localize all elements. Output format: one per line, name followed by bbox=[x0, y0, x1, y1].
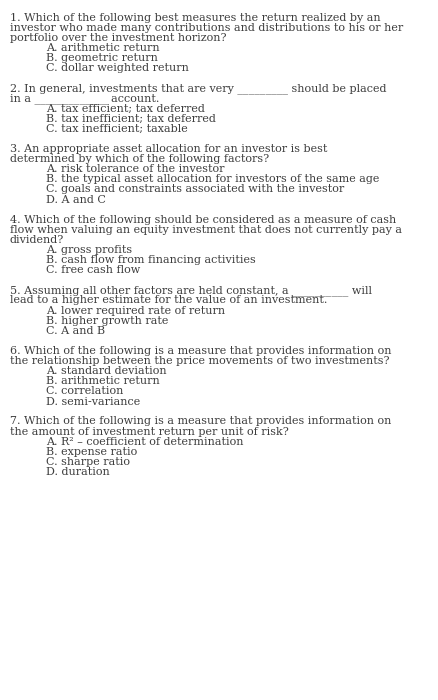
Text: 1. Which of the following best measures the return realized by an: 1. Which of the following best measures … bbox=[10, 13, 380, 22]
Text: A. tax efficient; tax deferred: A. tax efficient; tax deferred bbox=[46, 104, 205, 113]
Text: C. correlation: C. correlation bbox=[46, 386, 124, 396]
Text: C. tax inefficient; taxable: C. tax inefficient; taxable bbox=[46, 124, 188, 134]
Text: C. sharpe ratio: C. sharpe ratio bbox=[46, 457, 130, 467]
Text: A. risk tolerance of the investor: A. risk tolerance of the investor bbox=[46, 164, 225, 174]
Text: dividend?: dividend? bbox=[10, 234, 64, 245]
Text: B. tax inefficient; tax deferred: B. tax inefficient; tax deferred bbox=[46, 113, 216, 124]
Text: the relationship between the price movements of two investments?: the relationship between the price movem… bbox=[10, 356, 389, 366]
Text: B. the typical asset allocation for investors of the same age: B. the typical asset allocation for inve… bbox=[46, 174, 379, 184]
Text: D. duration: D. duration bbox=[46, 467, 110, 477]
Text: determined by which of the following factors?: determined by which of the following fac… bbox=[10, 154, 269, 164]
Text: B. arithmetic return: B. arithmetic return bbox=[46, 376, 160, 386]
Text: C. dollar weighted return: C. dollar weighted return bbox=[46, 63, 189, 74]
Text: lead to a higher estimate for the value of an investment.: lead to a higher estimate for the value … bbox=[10, 295, 327, 305]
Text: A. R² – coefficient of determination: A. R² – coefficient of determination bbox=[46, 437, 244, 447]
Text: A. arithmetic return: A. arithmetic return bbox=[46, 43, 159, 53]
Text: A. gross profits: A. gross profits bbox=[46, 245, 132, 255]
Text: portfolio over the investment horizon?: portfolio over the investment horizon? bbox=[10, 33, 226, 43]
Text: investor who made many contributions and distributions to his or her: investor who made many contributions and… bbox=[10, 22, 403, 33]
Text: B. higher growth rate: B. higher growth rate bbox=[46, 316, 168, 326]
Text: 5. Assuming all other factors are held constant, a __________ will: 5. Assuming all other factors are held c… bbox=[10, 285, 371, 296]
Text: 2. In general, investments that are very _________ should be placed: 2. In general, investments that are very… bbox=[10, 83, 386, 94]
Text: in a _____________ account.: in a _____________ account. bbox=[10, 93, 159, 104]
Text: C. A and B: C. A and B bbox=[46, 326, 105, 336]
Text: C. free cash flow: C. free cash flow bbox=[46, 265, 140, 275]
Text: C. goals and constraints associated with the investor: C. goals and constraints associated with… bbox=[46, 184, 344, 195]
Text: 4. Which of the following should be considered as a measure of cash: 4. Which of the following should be cons… bbox=[10, 214, 396, 225]
Text: 3. An appropriate asset allocation for an investor is best: 3. An appropriate asset allocation for a… bbox=[10, 144, 327, 154]
Text: A. lower required rate of return: A. lower required rate of return bbox=[46, 305, 225, 316]
Text: B. cash flow from financing activities: B. cash flow from financing activities bbox=[46, 255, 256, 265]
Text: B. expense ratio: B. expense ratio bbox=[46, 447, 137, 457]
Text: B. geometric return: B. geometric return bbox=[46, 53, 158, 63]
Text: 7. Which of the following is a measure that provides information on: 7. Which of the following is a measure t… bbox=[10, 416, 391, 426]
Text: A. standard deviation: A. standard deviation bbox=[46, 366, 166, 376]
Text: 6. Which of the following is a measure that provides information on: 6. Which of the following is a measure t… bbox=[10, 346, 391, 356]
Text: D. A and C: D. A and C bbox=[46, 195, 106, 204]
Text: the amount of investment return per unit of risk?: the amount of investment return per unit… bbox=[10, 426, 288, 437]
Text: D. semi-variance: D. semi-variance bbox=[46, 396, 140, 407]
Text: flow when valuing an equity investment that does not currently pay a: flow when valuing an equity investment t… bbox=[10, 225, 402, 235]
